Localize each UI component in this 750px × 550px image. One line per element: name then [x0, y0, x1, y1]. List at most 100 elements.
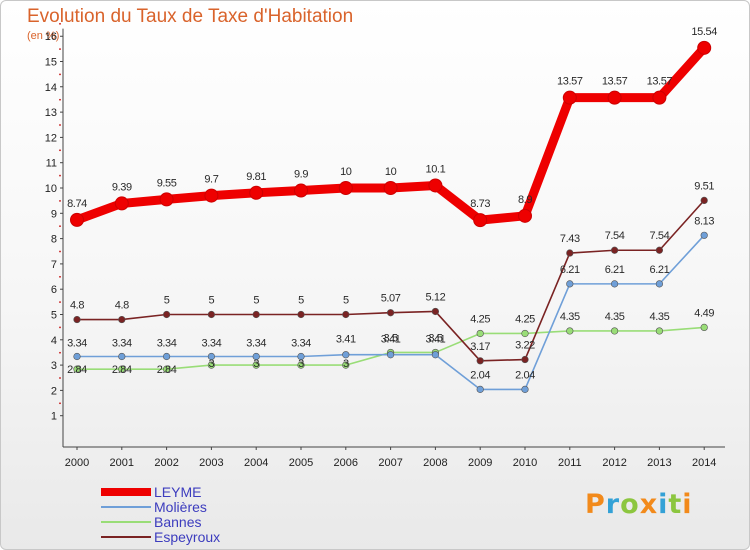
- data-point-leyme: [204, 188, 219, 203]
- y-minor-tick: [59, 377, 61, 379]
- data-point-molires: [207, 352, 215, 361]
- data-point-leyme: [294, 183, 308, 198]
- data-point-bannes: [118, 365, 126, 373]
- data-label: 15.54: [691, 26, 717, 38]
- data-label: 4.8: [115, 300, 129, 312]
- data-label: 3.41: [425, 334, 445, 346]
- data-point-molires: [431, 351, 440, 359]
- y-tick-label: 9: [51, 208, 57, 220]
- legend-label-molieres: Molières: [154, 499, 207, 515]
- data-label: 3.34: [201, 337, 221, 349]
- y-minor-tick: [59, 98, 61, 101]
- logo-letter: o: [620, 489, 640, 520]
- data-label: 4.25: [515, 313, 535, 325]
- data-label: 8.74: [67, 198, 87, 210]
- data-point-espeyroux: [521, 355, 529, 364]
- y-tick-label: 16: [45, 31, 57, 43]
- data-label: 3: [253, 358, 259, 370]
- legend-label-bannes: Bannes: [154, 514, 202, 530]
- data-point-espeyroux: [207, 310, 215, 319]
- data-label: 2.84: [157, 364, 177, 376]
- data-label: 3.34: [246, 337, 266, 349]
- data-label: 3.22: [515, 340, 535, 352]
- data-label: 13.57: [602, 76, 628, 88]
- data-point-molires: [655, 280, 664, 288]
- data-label: 13.57: [647, 76, 673, 88]
- data-label: 3.34: [67, 337, 87, 349]
- y-minor-tick: [59, 124, 61, 126]
- data-label: 13.57: [557, 76, 583, 88]
- data-point-bannes: [700, 323, 708, 332]
- data-label: 3.34: [291, 337, 311, 349]
- data-point-leyme: [652, 90, 667, 105]
- y-tick-label: 2: [51, 385, 57, 397]
- data-point-espeyroux: [431, 307, 440, 316]
- y-tick-label: 4: [51, 335, 57, 347]
- legend-label-espeyroux: Espeyroux: [154, 529, 221, 545]
- data-label: 4.35: [560, 311, 580, 323]
- data-label: 5: [164, 295, 170, 307]
- legend-swatch-bannes: [101, 521, 151, 523]
- data-label: 9.39: [112, 181, 132, 193]
- x-tick-label: 2008: [423, 457, 447, 469]
- data-point-bannes: [610, 327, 619, 335]
- data-label: 3: [298, 358, 304, 370]
- data-point-espeyroux: [163, 310, 171, 319]
- data-label: 2.84: [112, 364, 132, 376]
- logo-letter: P: [585, 489, 606, 520]
- data-point-espeyroux: [342, 310, 350, 319]
- data-label: 9.51: [694, 180, 714, 192]
- data-label: 3: [209, 358, 215, 370]
- data-label: 8.73: [470, 198, 490, 210]
- data-label: 3: [343, 358, 349, 370]
- data-point-leyme: [70, 212, 84, 227]
- data-label: 4.49: [694, 307, 714, 319]
- data-point-bannes: [521, 329, 529, 338]
- data-label: 5: [253, 295, 259, 307]
- y-tick-label: 5: [51, 310, 57, 322]
- y-tick-label: 1: [51, 411, 57, 423]
- data-point-espeyroux: [252, 310, 260, 319]
- y-tick-label: 13: [45, 107, 57, 119]
- logo-letter: i: [658, 489, 669, 520]
- data-label: 10: [385, 166, 397, 178]
- data-point-molires: [297, 352, 305, 361]
- data-point-bannes: [297, 361, 305, 369]
- data-point-espeyroux: [566, 249, 574, 257]
- data-label: 10: [340, 166, 352, 178]
- data-label: 5: [343, 295, 349, 307]
- legend-swatch-molieres: [101, 506, 151, 508]
- data-point-bannes: [207, 361, 215, 369]
- data-label: 3.41: [381, 334, 401, 346]
- data-point-leyme: [697, 40, 712, 55]
- data-label: 7.54: [605, 230, 625, 242]
- x-tick-label: 2013: [647, 457, 671, 469]
- data-label: 4.35: [605, 311, 625, 323]
- x-tick-label: 2000: [65, 457, 89, 469]
- y-minor-tick: [59, 174, 61, 177]
- proxiti-logo: Proxiti: [585, 489, 693, 520]
- y-tick-label: 14: [45, 82, 57, 94]
- data-point-leyme: [428, 178, 443, 193]
- y-minor-tick: [59, 351, 61, 354]
- data-point-leyme: [338, 181, 353, 195]
- data-point-leyme: [607, 90, 622, 105]
- y-minor-tick: [59, 225, 61, 227]
- data-label: 3.17: [470, 341, 490, 353]
- data-label: 8.9: [518, 194, 532, 206]
- y-minor-tick: [59, 48, 61, 50]
- y-tick-label: 6: [51, 284, 57, 296]
- x-tick-label: 2009: [468, 457, 492, 469]
- x-tick-label: 2001: [110, 457, 134, 469]
- data-label: 9.7: [204, 174, 218, 186]
- y-minor-tick: [59, 149, 61, 152]
- y-minor-tick: [59, 326, 61, 329]
- x-tick-label: 2010: [513, 457, 537, 469]
- y-minor-tick: [59, 402, 61, 405]
- data-label: 8.13: [694, 215, 714, 227]
- data-point-molires: [387, 351, 395, 359]
- y-minor-tick: [59, 200, 61, 202]
- data-point-bannes: [252, 361, 260, 369]
- data-label: 10.1: [425, 163, 445, 175]
